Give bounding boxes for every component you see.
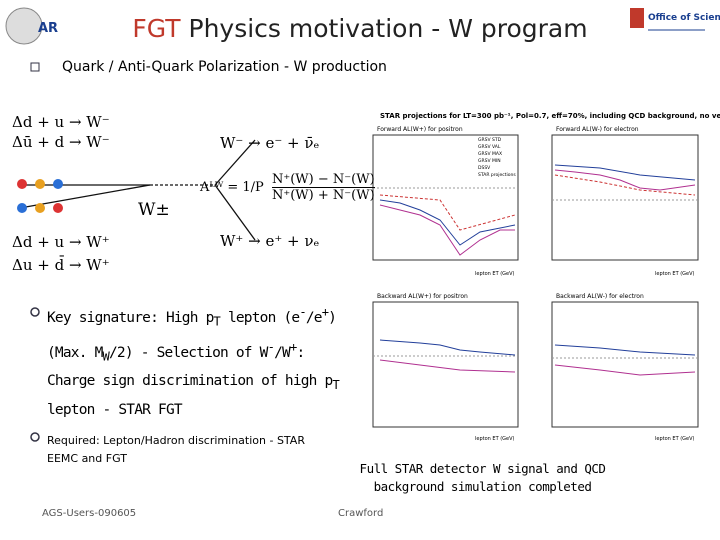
panel-title: Forward AL(W+) for positron — [377, 126, 463, 133]
asym-den: N⁺(W) + N⁻(W) — [272, 188, 375, 203]
x-label: lepton ET (GeV) — [655, 271, 695, 277]
formula: Δū + d → W⁻ — [12, 133, 110, 151]
x-label: lepton ET (GeV) — [475, 436, 515, 442]
asym-lhs: Aᴸᵂ = — [200, 180, 243, 195]
formula: Aᴸᵂ = 1/P — [200, 180, 264, 195]
x-label: lepton ET (GeV) — [475, 271, 515, 277]
text-run: - — [299, 305, 306, 319]
slide-title: FGT Physics motivation - W program — [0, 14, 720, 43]
legend-entry: GRSV VAL — [478, 144, 501, 150]
formula: W± — [138, 200, 170, 220]
formula: Δd + u → W⁻ — [12, 113, 110, 131]
logo-right-icon — [630, 8, 644, 28]
text-run: Key signature: High p — [47, 309, 214, 326]
legend-entry: GRSV MIN — [478, 158, 501, 164]
footer-left: AGS-Users-090605 — [42, 508, 137, 519]
text-run: /e — [305, 309, 323, 326]
bullet-circle — [30, 432, 40, 442]
text-run: ) (Max. M — [47, 309, 337, 361]
formula: Δu + d̄ → W⁺ — [12, 256, 110, 274]
asym-frac: 1/P — [242, 180, 264, 195]
x-label: lepton ET (GeV) — [655, 436, 695, 442]
logo-right: Office of Science — [648, 13, 720, 23]
panel-title: Forward AL(W-) for electron — [556, 126, 639, 133]
legend-entry: GRSV STD — [478, 137, 502, 143]
footer-center: Crawford — [338, 508, 384, 519]
formula: W⁺ → e⁺ + νₑ — [220, 232, 320, 250]
text-run: T — [213, 314, 221, 329]
panel — [551, 301, 699, 428]
text-run: + — [321, 305, 329, 319]
plot-header: STAR projections for LT=300 pb⁻¹, Pol=0.… — [380, 112, 720, 120]
text-run: + — [289, 339, 297, 354]
text-run: /W — [274, 344, 291, 361]
logo-left: AR — [38, 21, 58, 36]
bullet-square — [30, 62, 40, 72]
panel — [372, 134, 519, 261]
text-run: T — [332, 378, 339, 393]
title-text: Physics motivation - W program — [180, 14, 588, 43]
required-text: Required: Lepton/Hadron discrimination -… — [47, 434, 305, 465]
bullet-text: Quark / Anti-Quark Polarization - W prod… — [62, 59, 387, 75]
text-run: W — [102, 349, 110, 364]
asym-num: N⁺(W) − N⁻(W) — [272, 172, 375, 188]
formula: Δd + u → W⁺ — [12, 233, 110, 251]
text-run: lepton - STAR FGT — [47, 402, 183, 419]
legend-entry: GRSV MAX — [478, 151, 502, 157]
legend: GRSV STD GRSV VAL GRSV MAX GRSV MIN DSSV… — [478, 137, 516, 178]
legend-entry: DSSV — [478, 165, 491, 171]
logo-left-icon — [5, 7, 43, 45]
text-run: lepton (e — [220, 309, 300, 326]
legend-entry: STAR projections — [478, 172, 516, 178]
panel-title: Backward AL(W+) for positron — [377, 293, 468, 300]
key-signature: Key signature: High pT lepton (e-/e+) (M… — [47, 300, 347, 423]
caption: Full STAR detector W signal and QCD back… — [359, 461, 606, 494]
formula-fraction: N⁺(W) − N⁻(W) N⁺(W) + N⁻(W) — [272, 172, 375, 203]
proton-beam — [17, 179, 63, 213]
plot-panels — [372, 134, 699, 428]
title-accent: FGT — [132, 14, 181, 43]
bullet-circle — [30, 307, 40, 317]
panel — [372, 301, 519, 428]
text-run: /2) - Selection of W — [109, 344, 268, 361]
panel — [551, 134, 699, 261]
panel-title: Backward AL(W-) for electron — [556, 293, 644, 300]
text-run: : Charge sign discrimination of high p — [47, 344, 333, 390]
formula: W⁻ → e⁻ + ν̄ₑ — [220, 134, 320, 152]
text-run: - — [267, 339, 275, 354]
